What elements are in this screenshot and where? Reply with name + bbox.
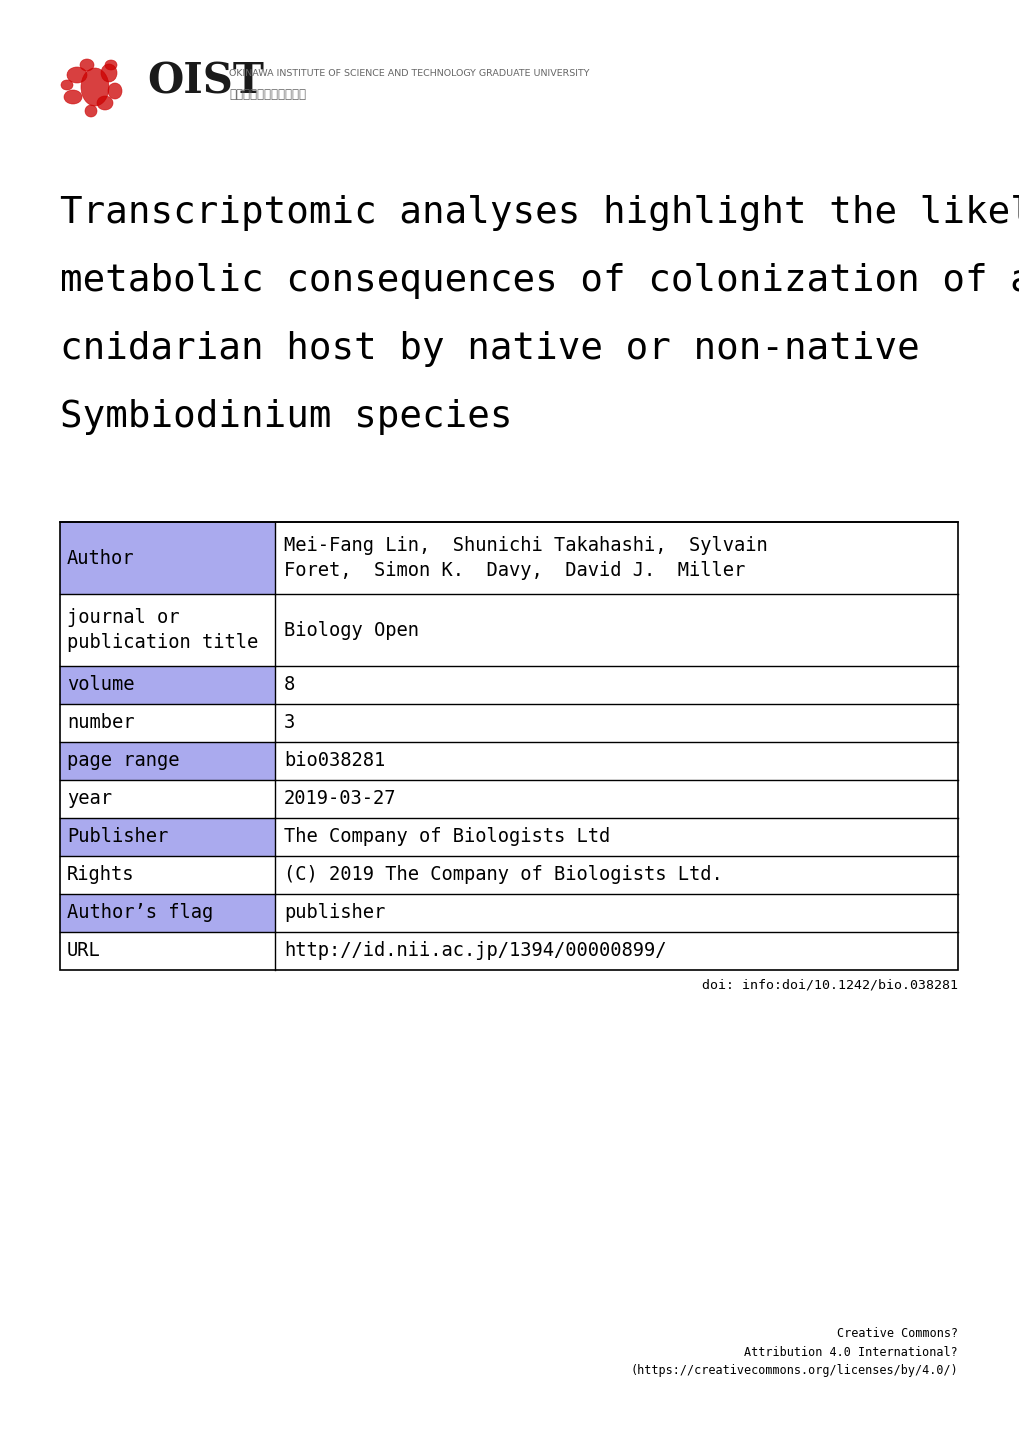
Text: 2019-03-27: 2019-03-27: [283, 790, 396, 809]
Text: number: number: [67, 714, 135, 733]
Text: Creative Commons?
Attribution 4.0 International?
(https://creativecommons.org/li: Creative Commons? Attribution 4.0 Intern…: [630, 1327, 957, 1377]
Text: publisher: publisher: [283, 904, 385, 923]
Text: The Company of Biologists Ltd: The Company of Biologists Ltd: [283, 828, 609, 846]
Text: (C) 2019 The Company of Biologists Ltd.: (C) 2019 The Company of Biologists Ltd.: [283, 865, 722, 884]
Text: doi: info:doi/10.1242/bio.038281: doi: info:doi/10.1242/bio.038281: [701, 978, 957, 991]
Bar: [275, 818, 957, 857]
Bar: [60, 666, 275, 704]
Text: http://id.nii.ac.jp/1394/00000899/: http://id.nii.ac.jp/1394/00000899/: [283, 942, 665, 960]
Ellipse shape: [108, 84, 122, 99]
Text: URL: URL: [67, 942, 101, 960]
Text: cnidarian host by native or non-native: cnidarian host by native or non-native: [60, 332, 919, 368]
Text: Transcriptomic analyses highlight the likely: Transcriptomic analyses highlight the li…: [60, 195, 1019, 231]
Bar: [60, 522, 275, 594]
Text: bio038281: bio038281: [283, 751, 385, 770]
Text: 8: 8: [283, 675, 294, 695]
Text: 沖縄科学技術大学院大学: 沖縄科学技術大学院大学: [229, 88, 306, 101]
Text: 3: 3: [283, 714, 294, 733]
Text: Biology Open: Biology Open: [283, 620, 419, 639]
Text: Symbiodinium species: Symbiodinium species: [60, 399, 512, 435]
Text: year: year: [67, 790, 112, 809]
Ellipse shape: [97, 97, 113, 110]
Ellipse shape: [105, 61, 117, 71]
Bar: [275, 743, 957, 780]
Text: OIST: OIST: [147, 61, 264, 102]
Text: Publisher: Publisher: [67, 828, 168, 846]
Bar: [275, 894, 957, 932]
Ellipse shape: [101, 63, 117, 82]
Ellipse shape: [67, 66, 87, 84]
Text: volume: volume: [67, 675, 135, 695]
Bar: [60, 743, 275, 780]
Bar: [60, 894, 275, 932]
Text: OKINAWA INSTITUTE OF SCIENCE AND TECHNOLOGY GRADUATE UNIVERSITY: OKINAWA INSTITUTE OF SCIENCE AND TECHNOL…: [229, 69, 589, 78]
Text: Author’s flag: Author’s flag: [67, 904, 213, 923]
Text: Author: Author: [67, 548, 135, 568]
Ellipse shape: [85, 105, 97, 117]
Ellipse shape: [61, 79, 73, 89]
Text: Mei-Fang Lin,  Shunichi Takahashi,  Sylvain
Foret,  Simon K.  Davy,  David J.  M: Mei-Fang Lin, Shunichi Takahashi, Sylvai…: [283, 536, 767, 580]
Bar: [275, 522, 957, 594]
Ellipse shape: [64, 89, 82, 104]
Text: page range: page range: [67, 751, 179, 770]
Text: metabolic consequences of colonization of a: metabolic consequences of colonization o…: [60, 262, 1019, 298]
Ellipse shape: [79, 59, 94, 71]
Ellipse shape: [81, 68, 109, 107]
Bar: [60, 522, 957, 970]
Text: Rights: Rights: [67, 865, 135, 884]
Bar: [60, 818, 275, 857]
Text: journal or
publication title: journal or publication title: [67, 609, 258, 652]
Bar: [275, 666, 957, 704]
